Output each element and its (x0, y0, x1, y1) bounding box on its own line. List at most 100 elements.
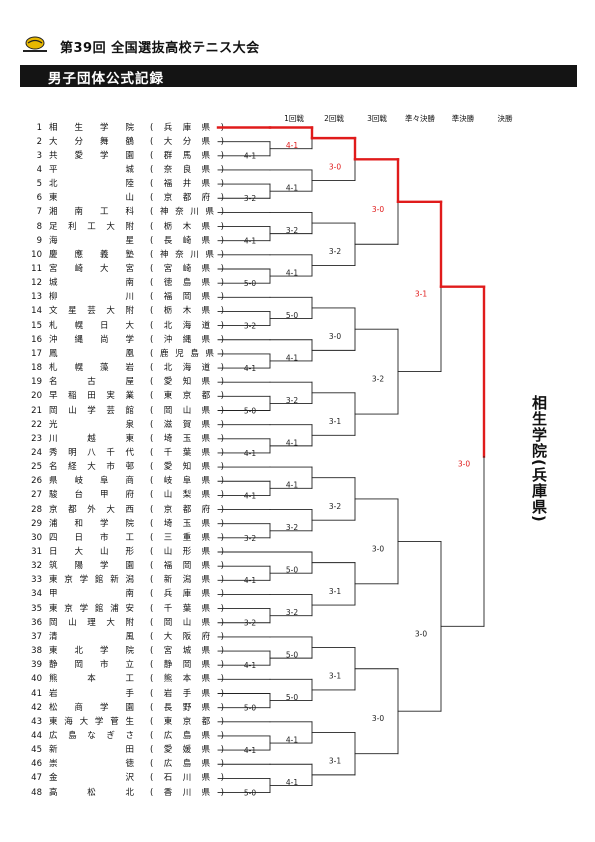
seed-number: 15 (31, 320, 42, 331)
match-score: 4-1 (244, 661, 256, 670)
match-score: 3-2 (286, 523, 298, 532)
school-name: 東山 (49, 193, 134, 204)
match-score: 5-0 (286, 651, 298, 660)
seed-number: 30 (31, 532, 42, 543)
seed-number: 41 (31, 688, 42, 699)
champion-name: 相生学院(兵庫県) (530, 395, 548, 523)
school-name: 松商学園 (49, 702, 134, 713)
match-score: 5-0 (244, 279, 256, 288)
school-name: 名経大市邨 (49, 462, 134, 473)
seed-number: 27 (31, 490, 42, 501)
seed-number: 29 (31, 518, 42, 529)
match-score: 3-2 (244, 194, 256, 203)
seed-number: 33 (31, 575, 42, 586)
seed-number: 44 (31, 730, 42, 741)
school-name: 広島なぎさ (49, 730, 134, 741)
school-name: 県岐阜商 (49, 476, 134, 487)
seed-number: 34 (31, 589, 42, 600)
school-name: 四日市工 (49, 532, 134, 543)
seed-number: 43 (31, 716, 42, 727)
seed-number: 12 (31, 278, 42, 289)
seed-number: 39 (31, 660, 42, 671)
match-score: 3-2 (329, 502, 341, 511)
seed-number: 46 (31, 759, 42, 770)
match-score: 3-1 (329, 672, 341, 681)
match-score: 3-2 (372, 375, 384, 384)
school-name: 崇徳 (49, 759, 134, 770)
school-name: 新田 (49, 745, 134, 756)
seed-number: 6 (36, 193, 42, 204)
seed-number: 13 (31, 292, 42, 303)
seed-number: 23 (31, 433, 42, 444)
school-name: 大分舞鶴 (49, 136, 134, 147)
match-score: 4-1 (286, 353, 298, 362)
seed-number: 22 (31, 419, 42, 430)
school-name: 金沢 (49, 773, 134, 784)
school-name: 駿台甲府 (49, 490, 134, 501)
match-score: 3-2 (244, 534, 256, 543)
seed-number: 16 (31, 334, 42, 345)
seed-number: 28 (31, 504, 42, 515)
school-name: 京都外大西 (49, 504, 134, 515)
tournament-logo-icon (23, 36, 47, 52)
school-name: 名古屋 (49, 377, 134, 388)
seed-number: 31 (31, 547, 42, 557)
match-score: 3-0 (329, 162, 341, 171)
school-name: 湘南工科 (49, 207, 134, 218)
seed-number: 4 (36, 164, 42, 175)
match-score: 5-0 (244, 704, 256, 713)
match-score: 4-1 (286, 481, 298, 490)
school-name: 岡山理大附 (49, 617, 134, 628)
seed-number: 2 (36, 136, 42, 147)
school-name: 静岡市立 (49, 660, 134, 671)
match-score: 3-2 (286, 226, 298, 235)
school-name: 札幌藻岩 (49, 363, 134, 374)
match-score: 3-2 (329, 247, 341, 256)
seed-number: 48 (31, 787, 42, 798)
school-name: 平城 (49, 164, 134, 175)
school-name: 川越東 (49, 433, 134, 444)
school-name: 光泉 (49, 419, 134, 430)
school-name: 早稲田実業 (49, 391, 134, 402)
school-name: 岩手 (49, 688, 134, 699)
match-score: 4-1 (286, 141, 298, 150)
match-score: 3-2 (244, 322, 256, 331)
seed-number: 32 (31, 561, 42, 572)
match-score: 3-1 (415, 290, 427, 299)
seed-number: 26 (31, 476, 42, 487)
school-name: 東海大学菅生 (49, 716, 134, 727)
school-name: 文星芸大附 (49, 306, 134, 317)
school-name: 共愛学園 (49, 150, 134, 161)
school-name: 鳳凰 (49, 348, 134, 359)
seed-number: 47 (31, 773, 42, 784)
match-score: 3-1 (329, 587, 341, 596)
match-score: 3-0 (458, 459, 470, 468)
school-name: 浦和学院 (49, 518, 134, 529)
seed-number: 14 (31, 306, 42, 317)
seed-number: 38 (31, 646, 42, 657)
school-name: 北陸 (49, 179, 134, 190)
seed-number: 42 (31, 702, 42, 713)
seed-number: 37 (31, 631, 42, 642)
match-score: 5-0 (286, 566, 298, 575)
seed-number: 25 (31, 462, 42, 473)
match-score: 4-1 (286, 735, 298, 744)
match-score: 3-1 (329, 757, 341, 766)
page-title: 第39回 全国選抜高校テニス大会 (60, 41, 260, 56)
seed-number: 24 (31, 447, 42, 458)
section-title: 男子団体公式記録 (48, 71, 164, 87)
seed-number: 18 (31, 363, 42, 374)
seed-number: 11 (31, 264, 42, 274)
school-name: 足利工大附 (49, 221, 134, 232)
match-score: 4-1 (244, 237, 256, 246)
school-name: 海星 (49, 235, 134, 246)
seed-number: 3 (36, 150, 42, 161)
match-score: 4-1 (286, 438, 298, 447)
match-score: 4-1 (244, 746, 256, 755)
